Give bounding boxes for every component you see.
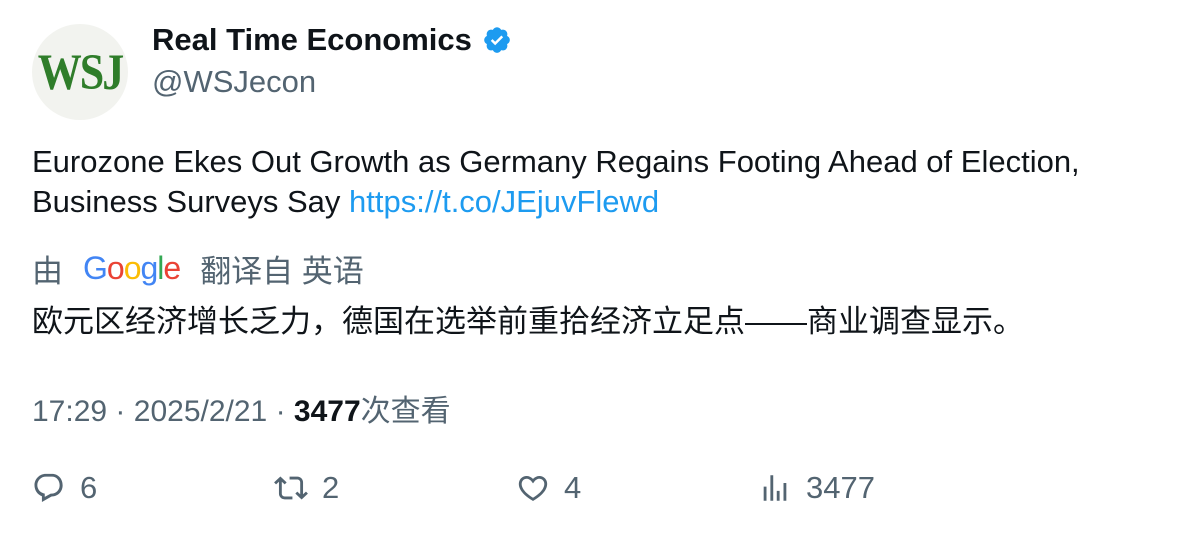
meta-separator: ·	[115, 395, 126, 428]
views-action-count: 3477	[806, 470, 875, 505]
views-count: 3477	[293, 395, 361, 428]
like-icon	[518, 475, 548, 501]
tweet-body: Eurozone Ekes Out Growth as Germany Rega…	[32, 144, 1080, 219]
repost-icon	[274, 476, 308, 500]
google-letter: l	[157, 250, 164, 286]
translation-suffix: 翻译自 英语	[200, 254, 364, 289]
tweet-text: Eurozone Ekes Out Growth as Germany Rega…	[32, 142, 1162, 222]
author-name-row[interactable]: Real Time Economics	[152, 22, 512, 58]
tweet-date[interactable]: 2025/2/21	[133, 395, 268, 428]
views-label: 次查看	[360, 395, 451, 428]
avatar-logo-text: WSJ	[37, 43, 124, 101]
like-button[interactable]: 4	[516, 470, 581, 506]
google-letter: G	[83, 250, 108, 286]
repost-count: 2	[322, 470, 340, 505]
avatar[interactable]: WSJ	[32, 24, 128, 120]
google-letter: o	[123, 250, 142, 286]
tweet-time[interactable]: 17:29	[32, 395, 108, 428]
tweet-link[interactable]: https://t.co/JEjuvFlewd	[349, 184, 660, 219]
meta-separator: ·	[275, 395, 286, 428]
like-count: 4	[564, 470, 582, 505]
author-handle[interactable]: @WSJecon	[152, 64, 317, 99]
google-letter: o	[106, 250, 125, 286]
google-letter: g	[140, 250, 158, 286]
action-bar: 6 2 4 3477	[0, 470, 1196, 514]
views-icon	[763, 475, 787, 501]
reply-icon	[34, 473, 63, 502]
google-letter: e	[163, 250, 181, 286]
repost-button[interactable]: 2	[274, 470, 339, 506]
translation-prefix: 由	[32, 254, 63, 289]
translated-text: 欧元区经济增长乏力，德国在选举前重拾经济立足点——商业调查显示。	[32, 304, 1024, 339]
views-button[interactable]: 3477	[758, 470, 875, 506]
verified-badge-icon	[484, 27, 510, 53]
author-name[interactable]: Real Time Economics	[152, 22, 472, 57]
tweet-meta: 17:29 · 2025/2/21 · 3477次查看	[32, 386, 451, 430]
reply-count: 6	[80, 470, 98, 505]
reply-button[interactable]: 6	[32, 470, 97, 506]
